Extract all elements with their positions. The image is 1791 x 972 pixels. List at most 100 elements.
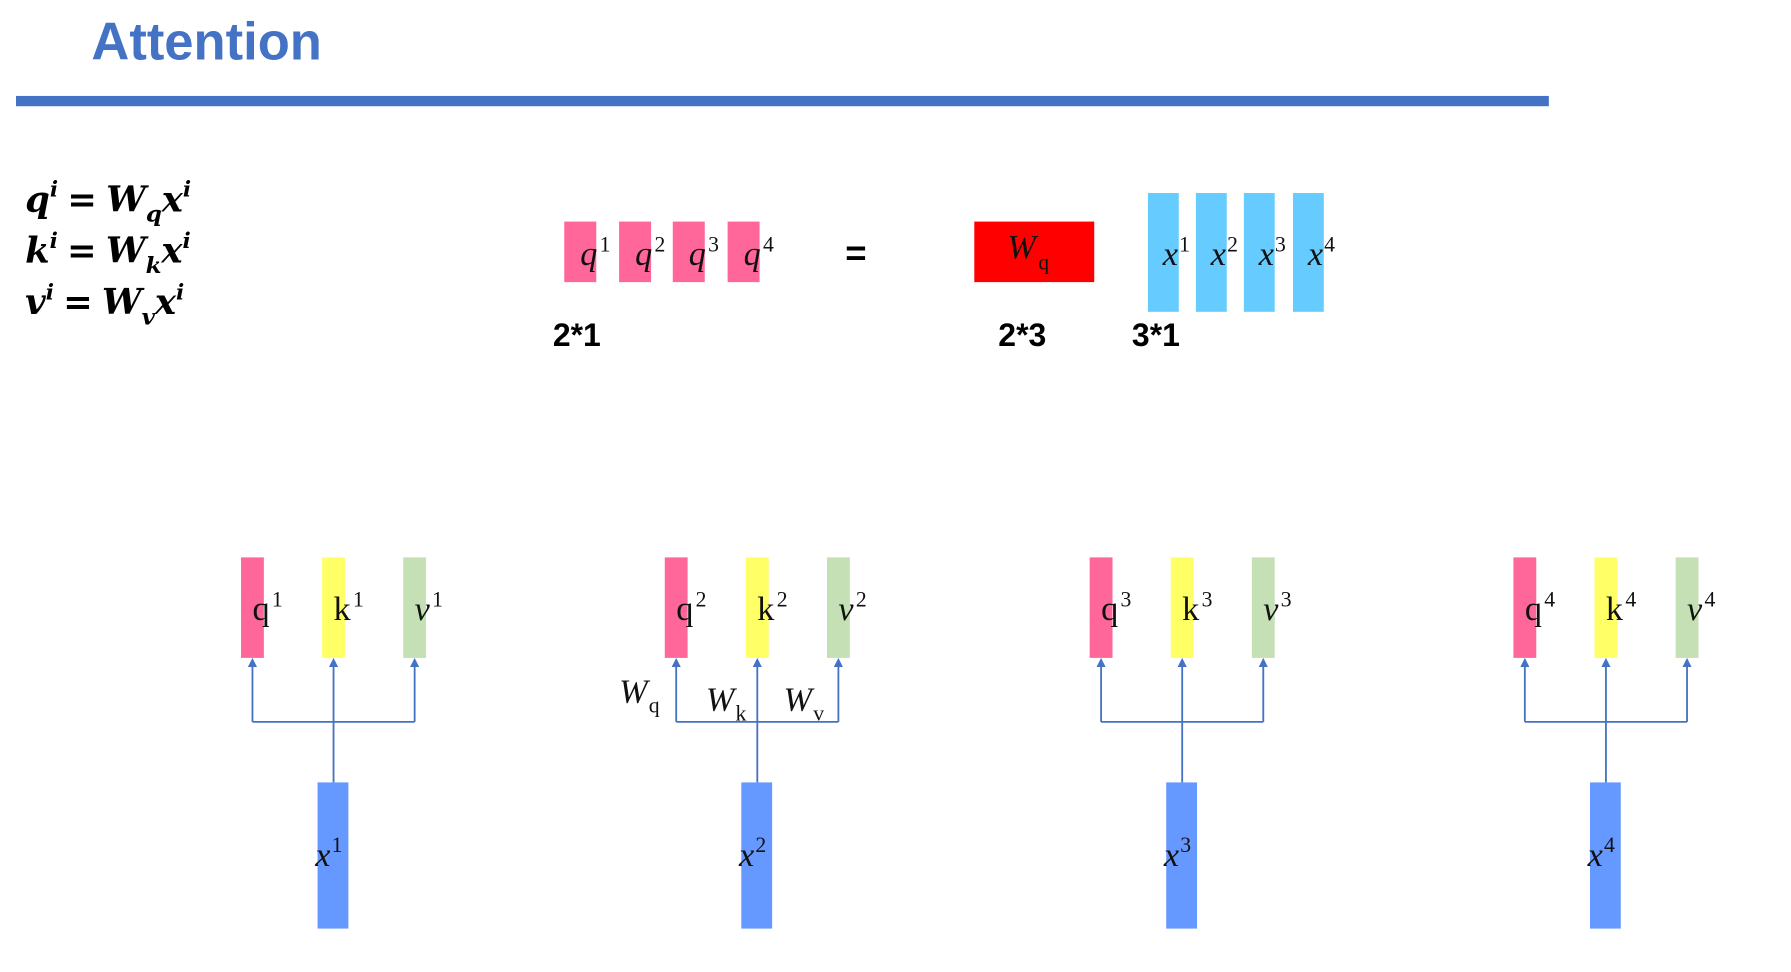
query-vector-3 — [672, 221, 705, 283]
math-part: W — [106, 231, 149, 272]
equals-sign: = — [845, 232, 866, 273]
math-part: q — [689, 235, 706, 273]
math-part: W — [102, 282, 145, 323]
math-part: x — [1587, 836, 1603, 874]
math-part: i — [183, 229, 191, 254]
math-part: x — [738, 836, 754, 874]
math-part: 3 — [1180, 833, 1191, 857]
math-part: 4 — [1604, 833, 1615, 857]
math-part: i — [50, 177, 58, 202]
weight-label-v: Wv — [784, 680, 825, 725]
math-part: 3 — [708, 232, 719, 256]
math-part: v — [1687, 590, 1703, 628]
input-label: x2 — [738, 833, 766, 874]
input-vector — [741, 782, 773, 929]
math-part: q — [580, 235, 597, 273]
input-vector-3 — [1243, 193, 1275, 312]
math-part: k — [1606, 590, 1624, 628]
math-part: i — [46, 280, 54, 305]
math-part: 1 — [332, 833, 343, 857]
math-part: = — [63, 282, 93, 323]
weight-matrix-wq — [974, 221, 1095, 283]
weight-label-q: Wq — [619, 672, 660, 717]
math-part: 1 — [272, 588, 283, 612]
math-part: 2 — [856, 588, 867, 612]
math-part: x — [1163, 836, 1179, 874]
math-part: v — [415, 590, 431, 628]
math-part: v — [142, 304, 156, 330]
math-part: x — [1162, 235, 1178, 273]
math-part: x — [1210, 235, 1226, 273]
math-part: 2 — [654, 232, 665, 256]
math-part: 1 — [353, 588, 364, 612]
math-part: W — [784, 680, 816, 718]
input-vector-label: x3 — [1258, 232, 1286, 273]
math-part: i — [183, 177, 191, 202]
math-part: k — [146, 253, 162, 279]
math-part: q — [1101, 590, 1118, 628]
math-part: 2 — [696, 588, 707, 612]
qkv-group-4: q 4 k 4 v 4x4 — [1513, 557, 1716, 929]
math-part: x — [1307, 235, 1323, 273]
query-vector — [1089, 557, 1113, 658]
math-part: 1 — [1179, 232, 1190, 256]
math-part: v — [838, 590, 854, 628]
key-vector — [1170, 557, 1194, 658]
input-vector-1 — [1147, 193, 1179, 312]
math-part: k — [334, 590, 352, 628]
math-part: 2 — [777, 588, 788, 612]
key-vector — [745, 557, 769, 658]
input-label: x4 — [1587, 833, 1615, 874]
math-part: q — [744, 235, 761, 273]
math-part: 3 — [1202, 588, 1213, 612]
math-part: 2 — [1227, 232, 1238, 256]
input-dim-label: 3*1 — [1132, 317, 1180, 353]
title-underline — [16, 95, 1549, 107]
math-part: q — [146, 202, 162, 228]
math-part: i — [50, 229, 58, 254]
math-part: W — [106, 179, 149, 220]
value-vector — [1251, 557, 1275, 658]
math-part: W — [1007, 228, 1039, 266]
math-part: v — [813, 702, 824, 726]
math-part: k — [757, 590, 775, 628]
input-label: x3 — [1163, 833, 1191, 874]
math-part: k — [1182, 590, 1200, 628]
math-part: x — [1258, 235, 1274, 273]
query-vector-1 — [564, 221, 597, 283]
query-vector-4 — [727, 221, 760, 283]
math-part: q — [252, 590, 269, 628]
math-part: x — [154, 282, 177, 323]
input-vector-label: x2 — [1210, 232, 1238, 273]
math-part: 4 — [1544, 588, 1555, 612]
input-vector — [1589, 782, 1621, 929]
math-part: 4 — [1625, 588, 1636, 612]
math-part: 1 — [432, 588, 443, 612]
query-vector — [1513, 557, 1537, 658]
qkv-group-3: q 3 k 3 v 3x3 — [1089, 557, 1292, 929]
key-vector — [1594, 557, 1618, 658]
input-vector-label: x1 — [1162, 232, 1190, 273]
input-vector — [1166, 782, 1198, 929]
math-part: q — [676, 590, 693, 628]
math-part: i — [176, 280, 184, 305]
input-vector-label: x4 — [1307, 232, 1335, 273]
input-vector — [317, 782, 349, 929]
input-label: x1 — [314, 833, 342, 874]
math-part: W — [619, 672, 651, 710]
weight-label-k: Wk — [706, 680, 747, 725]
